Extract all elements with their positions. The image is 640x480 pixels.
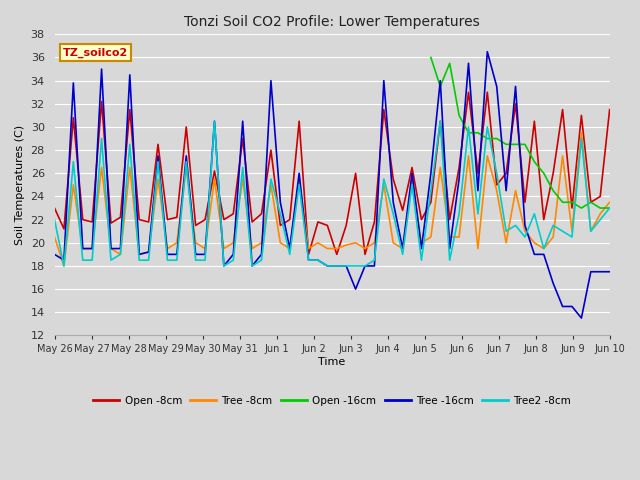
Text: TZ_soilco2: TZ_soilco2 bbox=[63, 48, 128, 58]
X-axis label: Time: Time bbox=[319, 357, 346, 367]
Y-axis label: Soil Temperatures (C): Soil Temperatures (C) bbox=[15, 125, 25, 245]
Title: Tonzi Soil CO2 Profile: Lower Temperatures: Tonzi Soil CO2 Profile: Lower Temperatur… bbox=[184, 15, 480, 29]
Legend: Open -8cm, Tree -8cm, Open -16cm, Tree -16cm, Tree2 -8cm: Open -8cm, Tree -8cm, Open -16cm, Tree -… bbox=[89, 392, 575, 410]
